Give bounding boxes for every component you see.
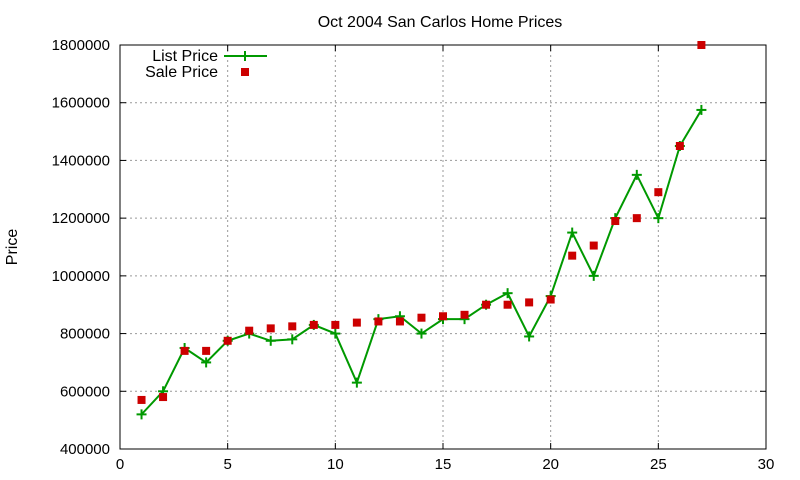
sale-price-point xyxy=(352,318,361,327)
list-price-point xyxy=(351,377,362,388)
x-tick-label: 20 xyxy=(542,456,559,473)
sale-price-point xyxy=(331,320,340,329)
x-tick-label: 10 xyxy=(327,456,344,473)
list-price-point xyxy=(502,288,513,299)
list-price-point xyxy=(330,328,341,339)
sale-price-point xyxy=(417,313,426,322)
y-tick-label: 800000 xyxy=(60,326,110,343)
y-tick-label: 1600000 xyxy=(52,95,110,112)
sale-price-series xyxy=(137,41,706,404)
grid-layer xyxy=(120,45,766,449)
legend-label: Sale Price xyxy=(145,64,218,81)
list-price-point xyxy=(631,169,642,180)
sale-price-point xyxy=(266,324,275,333)
sale-price-point xyxy=(675,142,684,150)
sale-price-point xyxy=(202,346,211,355)
list-price-point xyxy=(201,357,212,368)
y-tick-label: 1400000 xyxy=(52,152,110,169)
x-tick-label: 5 xyxy=(223,456,231,473)
sale-price-point xyxy=(460,310,469,319)
y-tick-label: 1800000 xyxy=(52,37,110,54)
y-tick-label: 400000 xyxy=(60,441,110,458)
x-tick-label: 30 xyxy=(758,456,775,473)
chart-title: Oct 2004 San Carlos Home Prices xyxy=(318,14,563,31)
sale-price-point xyxy=(137,395,146,404)
sale-price-point xyxy=(482,300,491,309)
sale-price-point xyxy=(697,41,706,49)
sale-price-point xyxy=(288,322,297,331)
sale-price-point xyxy=(568,251,577,260)
list-price-series xyxy=(136,104,707,420)
legend-plus-marker xyxy=(240,51,250,61)
sale-price-point xyxy=(654,188,663,197)
y-tick-label: 1200000 xyxy=(52,210,110,227)
sale-price-point xyxy=(503,300,512,309)
series-layer xyxy=(136,41,707,420)
y-axis-label: Price xyxy=(4,229,21,266)
list-price-point xyxy=(524,331,535,342)
legend-square-marker xyxy=(241,68,249,76)
sale-price-point xyxy=(439,312,447,321)
y-tick-label: 1000000 xyxy=(52,268,110,285)
list-price-point xyxy=(136,409,147,420)
sale-price-point xyxy=(374,317,383,326)
list-price-point xyxy=(416,328,427,339)
sale-price-point xyxy=(589,241,598,250)
sale-price-point xyxy=(223,336,232,345)
x-tick-label: 15 xyxy=(435,456,452,473)
x-tick-label: 25 xyxy=(650,456,667,473)
sale-price-point xyxy=(395,317,404,326)
list-price-line xyxy=(140,109,703,416)
sale-price-point xyxy=(632,214,641,223)
sale-price-point xyxy=(525,298,534,307)
legend-label: List Price xyxy=(152,48,218,65)
list-price-point xyxy=(567,227,578,238)
sale-price-point xyxy=(159,393,168,402)
sale-price-point xyxy=(180,346,189,355)
list-price-point xyxy=(653,213,664,224)
sale-price-point xyxy=(546,295,555,304)
sale-price-point xyxy=(309,320,318,329)
list-price-point xyxy=(287,334,298,345)
y-tick-label: 600000 xyxy=(60,383,110,400)
sale-price-point xyxy=(611,217,620,226)
x-tick-label: 0 xyxy=(116,456,124,473)
list-price-point xyxy=(265,335,276,346)
tick-layer: 0 5 10 15 20 25 30 400000 600000 800000 1000000 120… xyxy=(52,37,775,473)
sale-price-point xyxy=(245,326,254,335)
list-price-point xyxy=(588,270,599,281)
list-price-point xyxy=(696,104,707,115)
